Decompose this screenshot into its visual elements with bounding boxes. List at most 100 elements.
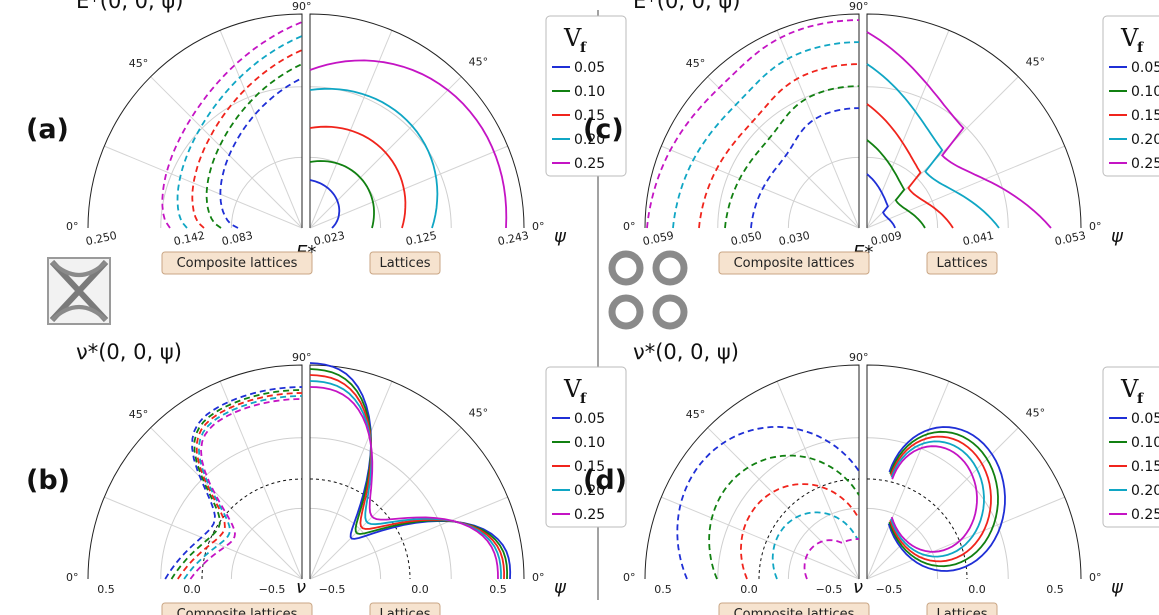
legend-entry: 0.05 — [1131, 60, 1159, 76]
axis-symbol: ν — [296, 577, 306, 598]
grid-spoke-right — [309, 381, 393, 580]
legend-entry: 0.15 — [1131, 459, 1159, 475]
panel-letter: (c) — [583, 114, 624, 145]
tick-label-right: 0.243 — [497, 229, 531, 248]
grid-spoke-left — [776, 30, 860, 229]
tick-label-left: 0.050 — [730, 229, 764, 248]
legend-box — [545, 366, 627, 528]
tick-label-right: 0.023 — [313, 229, 347, 248]
right-badge: Lattices — [380, 256, 431, 271]
composite-series-line — [191, 49, 303, 229]
grid-spoke-left — [661, 145, 860, 229]
lattice-series-line — [309, 59, 508, 229]
angle-label-45-left: 45° — [129, 408, 149, 421]
grid-spoke-right — [309, 427, 462, 580]
cell-ring — [608, 250, 644, 286]
composite-series-line — [205, 63, 303, 229]
lattice-series-line — [889, 435, 992, 563]
grid-spoke-left — [219, 381, 303, 580]
grid-spoke-left — [776, 381, 860, 580]
grid-spoke-left — [707, 427, 860, 580]
grid-spoke-right — [866, 145, 1065, 229]
panel-title: E*(0, 0, ψ) — [633, 0, 740, 13]
lattice-series-line — [866, 63, 1000, 229]
tick-label-right: 0.5 — [489, 583, 507, 596]
composite-series-line — [164, 386, 303, 580]
cell-ring — [652, 250, 688, 286]
cell-arcs — [50, 260, 108, 322]
tick-label-right: −0.5 — [319, 583, 346, 596]
legend-entry: 0.05 — [1131, 411, 1159, 427]
legend-entry: 0.05 — [574, 60, 605, 76]
composite-series-line — [698, 63, 860, 229]
legend-title: V — [1120, 375, 1139, 403]
psi-label: ψ — [1111, 577, 1124, 598]
polar-frame-right — [309, 364, 525, 580]
left-badge: Composite lattices — [177, 607, 298, 615]
legend-entry: 0.25 — [1131, 156, 1159, 172]
composite-series-line — [170, 389, 303, 580]
cell-ring — [652, 294, 688, 330]
legend-entry: 0.15 — [1131, 108, 1159, 124]
grid-spoke-right — [866, 496, 1065, 580]
legend-entry: 0.20 — [1131, 132, 1159, 148]
angle-label-0-left: 0° — [66, 220, 79, 233]
grid-spoke-right — [866, 381, 950, 580]
right-badge-box — [926, 251, 998, 275]
grid-spoke-right — [309, 496, 508, 580]
composite-series-line — [724, 85, 860, 229]
lattice-series-line — [309, 87, 439, 229]
grid-spoke-left — [104, 496, 303, 580]
left-badge-box — [161, 251, 313, 275]
panel-c: 90° 45° 45° 0° 0° ψ E*(0, 0, ψ) (c) 0.059 0.050 0.… — [583, 0, 1159, 275]
polar-frame-right — [866, 364, 1082, 580]
panel-b: 90° 45° 45° 0° 0° ψ ν*(0, 0, ψ) (b) 0.5 0.0 −0.5 −0… — [26, 340, 627, 615]
grid-spoke-right — [866, 427, 1019, 580]
lattice-series-line — [887, 426, 1006, 572]
lattice-series-line — [888, 430, 999, 568]
grid-spoke-left — [661, 496, 860, 580]
tick-label-right: 0.0 — [968, 583, 986, 596]
right-badge: Lattices — [380, 607, 431, 615]
lattice-series-line — [890, 440, 985, 558]
lattice-series-line — [309, 125, 407, 229]
unit-cell-image-c — [608, 250, 688, 330]
angle-label-0-left: 0° — [623, 220, 636, 233]
legend-entry: 0.15 — [574, 108, 605, 124]
composite-series-line — [676, 425, 860, 580]
tick-label-right: −0.5 — [876, 583, 903, 596]
right-badge: Lattices — [937, 256, 988, 271]
legend-title: V — [1120, 24, 1139, 52]
zero-circle-right — [866, 478, 968, 580]
composite-series-line — [183, 395, 303, 580]
legend-subscript: f — [1137, 40, 1144, 56]
tick-label-right: 0.041 — [962, 229, 996, 248]
polar-frame-right — [309, 13, 525, 229]
legend-entry: 0.25 — [574, 507, 605, 523]
composite-series-line — [672, 41, 860, 229]
lattice-series-line — [309, 380, 502, 579]
tick-label-right: 0.5 — [1046, 583, 1064, 596]
grid-spoke-left — [219, 30, 303, 229]
angle-label-0-left: 0° — [623, 571, 636, 584]
psi-label: ψ — [1111, 226, 1124, 247]
angle-label-0-left: 0° — [66, 571, 79, 584]
tick-label-right: 0.125 — [405, 229, 439, 248]
legend-entry: 0.20 — [574, 483, 605, 499]
angle-label-45-right: 45° — [469, 406, 489, 419]
grid-spoke-right — [309, 145, 508, 229]
grid-spoke-right — [866, 76, 1019, 229]
legend-entry: 0.10 — [574, 84, 605, 100]
polar-frame-left — [644, 364, 860, 580]
zero-circle-left — [758, 478, 860, 580]
left-badge: Composite lattices — [734, 256, 855, 271]
right-badge-box — [369, 251, 441, 275]
angle-label-0-right: 0° — [1089, 220, 1102, 233]
legend-title: V — [563, 375, 582, 403]
angle-label-90: 90° — [292, 0, 312, 13]
polar-frame-left — [87, 13, 303, 229]
legend-entry: 0.10 — [1131, 84, 1159, 100]
left-badge: Composite lattices — [177, 256, 298, 271]
panel-title: ν*(0, 0, ψ) — [633, 340, 739, 364]
